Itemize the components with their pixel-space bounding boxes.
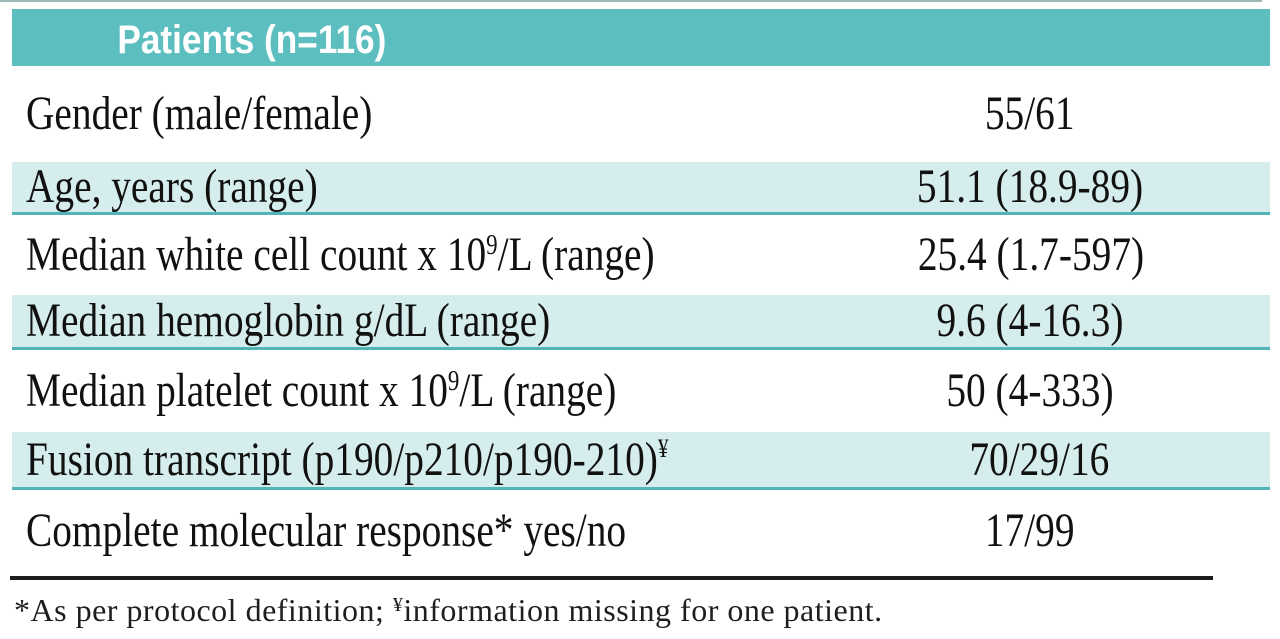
patients-header-label: Patients (n=116) xyxy=(117,17,387,62)
row-value: 9.6 (4-16.3) xyxy=(936,294,1124,347)
footnote-text-continued: information missing for one patient. xyxy=(403,592,883,628)
row-value: 50 (4-333) xyxy=(946,364,1114,417)
patients-header-cell: Patients (n=116) xyxy=(12,14,492,62)
row-label: Gender (male/female) xyxy=(26,87,373,140)
table-bottom-rule xyxy=(10,576,1213,580)
table-row: Median platelet count x 109/L (range) 50… xyxy=(12,350,1270,432)
patient-characteristics-table: Patients (n=116) Gender (male/female) 55… xyxy=(10,9,1270,628)
table-row: Age, years (range) 51.1 (18.9-89) xyxy=(12,162,1270,215)
table-row: Median white cell count x 109/L (range) … xyxy=(12,215,1270,295)
table-row: Gender (male/female) 55/61 xyxy=(12,66,1270,162)
footnote: *As per protocol definition; ¥informatio… xyxy=(12,592,1270,628)
row-label: Fusion transcript (p190/p210/p190-210)¥ xyxy=(26,432,669,486)
row-label: Median white cell count x 109/L (range) xyxy=(26,228,655,281)
table-row: Median hemoglobin g/dL (range) 9.6 (4-16… xyxy=(12,295,1270,350)
row-value: 55/61 xyxy=(985,87,1075,140)
footnote-yen-marker: ¥ xyxy=(392,594,404,616)
row-value: 51.1 (18.9-89) xyxy=(916,160,1144,213)
row-label: Median hemoglobin g/dL (range) xyxy=(26,294,551,347)
row-value: 70/29/16 xyxy=(969,432,1110,486)
footnote-text: *As per protocol definition; xyxy=(14,592,393,628)
row-value: 25.4 (1.7-597) xyxy=(918,228,1145,281)
table-row: Fusion transcript (p190/p210/p190-210)¥ … xyxy=(12,432,1270,490)
row-value: 17/99 xyxy=(985,504,1075,557)
row-label: Age, years (range) xyxy=(26,160,318,213)
row-label: Complete molecular response* yes/no xyxy=(26,504,627,557)
row-label: Median platelet count x 109/L (range) xyxy=(26,364,617,417)
top-accent-line xyxy=(0,0,1262,2)
table-row: Complete molecular response* yes/no 17/9… xyxy=(12,490,1270,572)
table-header-row: Patients (n=116) xyxy=(12,9,1270,66)
